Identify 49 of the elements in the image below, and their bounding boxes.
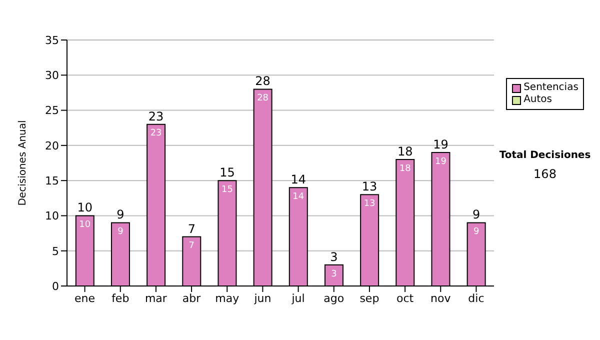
data-label: 23 xyxy=(150,128,162,139)
y-tick-label: 25 xyxy=(45,104,59,118)
x-tick-label: dic xyxy=(468,292,484,305)
total-label: 14 xyxy=(290,172,306,187)
total-label: 19 xyxy=(433,137,448,152)
total-label: 28 xyxy=(255,74,270,88)
data-label: 18 xyxy=(399,164,412,174)
x-tick-label: abr xyxy=(182,292,202,305)
data-label: 7 xyxy=(188,241,195,252)
y-tick-label: 30 xyxy=(45,69,59,82)
data-label: 28 xyxy=(257,94,269,104)
y-tick-label: 15 xyxy=(45,174,59,188)
legend-label: Sentencias xyxy=(524,82,578,94)
total-label: 3 xyxy=(330,250,338,264)
data-label: 3 xyxy=(331,269,337,280)
x-tick-label: sep xyxy=(360,292,380,305)
data-label: 15 xyxy=(222,184,233,195)
y-tick-label: 5 xyxy=(52,244,59,258)
total-label: 13 xyxy=(362,180,378,194)
y-axis-title: Decisiones Anual xyxy=(18,120,29,206)
x-tick-label: ene xyxy=(74,292,96,305)
data-label: 9 xyxy=(118,227,124,238)
y-tick-label: 20 xyxy=(45,139,59,152)
total-label: 9 xyxy=(116,208,124,222)
y-tick-label: 10 xyxy=(45,210,59,223)
x-tick-label: jun xyxy=(253,292,272,305)
x-tick-label: may xyxy=(215,292,240,305)
x-tick-label: feb xyxy=(112,292,130,305)
data-label: 14 xyxy=(292,192,304,202)
total-label: 7 xyxy=(188,222,196,236)
data-label: 13 xyxy=(364,199,376,210)
total-label: 23 xyxy=(148,109,164,124)
data-label: 10 xyxy=(79,220,91,230)
total-label: 10 xyxy=(77,200,93,215)
x-tick-label: jul xyxy=(290,292,305,305)
y-tick-label: 0 xyxy=(52,280,59,293)
x-tick-label: mar xyxy=(144,292,168,305)
text: 168 xyxy=(532,167,558,181)
y-tick-label: 35 xyxy=(45,34,59,47)
data-label: 19 xyxy=(435,156,447,167)
total-label: 18 xyxy=(398,144,413,158)
x-tick-label: oct xyxy=(396,292,414,305)
total-label: 15 xyxy=(220,166,235,180)
total-label: 9 xyxy=(472,208,480,222)
text: Total Decisiones xyxy=(499,150,591,161)
x-tick-label: ago xyxy=(324,292,344,305)
data-label: 9 xyxy=(473,227,480,238)
legend-label: Autos xyxy=(524,94,552,106)
x-tick-label: nov xyxy=(430,292,452,305)
